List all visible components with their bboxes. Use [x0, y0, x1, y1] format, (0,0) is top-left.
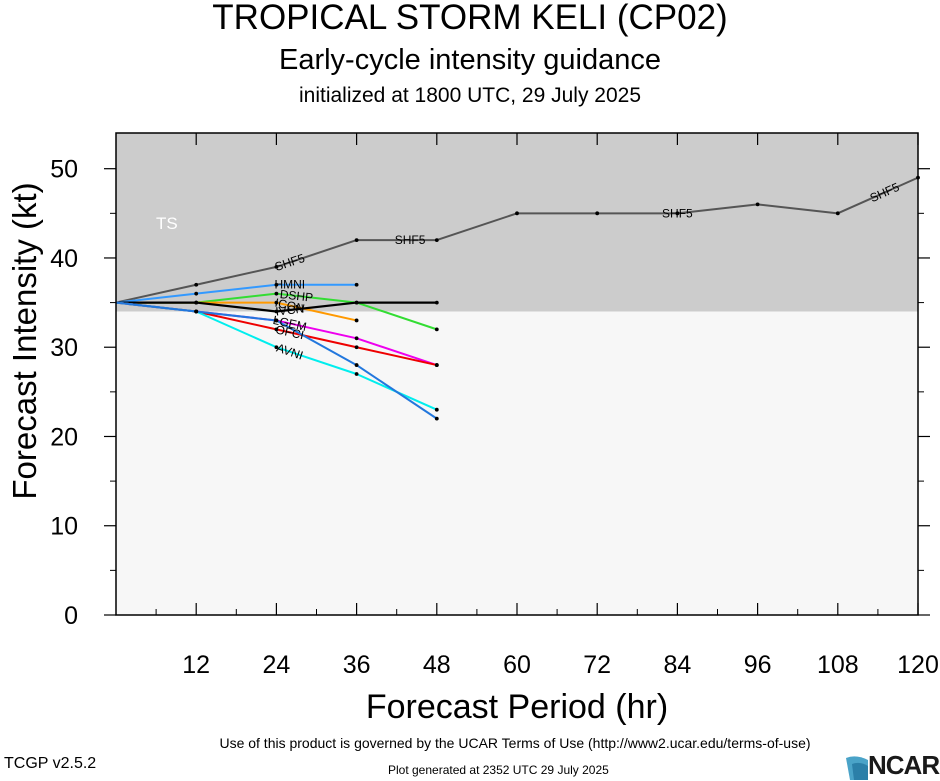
x-tick-label: 72 — [583, 651, 611, 679]
y-tick-label: 50 — [50, 156, 78, 184]
plot-frame — [115, 132, 919, 616]
chart-title: TROPICAL STORM KELI (CP02) — [212, 0, 728, 37]
band-label-ts: TS — [156, 214, 178, 233]
y-tick-label: 0 — [64, 602, 78, 630]
band-ts — [116, 133, 918, 312]
data-point-hmni — [274, 282, 279, 287]
intensity-bands: TS — [116, 133, 918, 615]
axis-tick-labels: 12 24 36 48 60 72 84 96 108 120 0 10 20 30 40 50 — [50, 156, 939, 679]
x-tick-label: 12 — [182, 651, 210, 679]
x-tick-label: 96 — [744, 651, 772, 679]
data-point-hmni — [354, 282, 359, 287]
series-label-text: IVCN — [275, 301, 305, 318]
data-point-hmni — [194, 291, 199, 296]
series-label-text: SHF5 — [662, 206, 693, 220]
series-label-dshp: DSHP — [279, 287, 314, 305]
data-point-lgem — [354, 336, 359, 341]
data-point-ivcn — [354, 300, 359, 305]
data-point-avni — [354, 372, 359, 376]
y-tick-label: 40 — [50, 245, 78, 273]
x-tick-label: 108 — [817, 651, 859, 679]
series-label-ofci: OFCI — [274, 322, 305, 342]
series-label-text: DSHP — [279, 287, 314, 305]
x-tick-label: 48 — [423, 651, 451, 679]
data-point-avni — [274, 345, 279, 350]
series-label-text: ICON — [274, 295, 306, 315]
chart-subtitle: Early-cycle intensity guidance — [278, 44, 661, 76]
data-point-ofci — [274, 327, 279, 332]
data-point-dshp — [274, 291, 279, 296]
data-point-shf5 — [274, 264, 279, 269]
data-point-dshp — [434, 327, 439, 332]
series-line-hmni — [115, 283, 357, 304]
data-point-ivcn — [274, 309, 279, 314]
data-point-hfsi — [434, 416, 439, 421]
series-label-text: SHF5 — [395, 233, 426, 247]
x-tick-label: 84 — [663, 651, 691, 679]
x-tick-label: 60 — [503, 651, 531, 679]
data-point-ivcn — [194, 300, 199, 305]
data-point-ofci — [434, 363, 439, 367]
version-label: TCGP v2.5.2 — [4, 755, 97, 772]
x-tick-label: 36 — [343, 651, 371, 679]
data-point-hfsi — [274, 318, 279, 323]
data-point-shf5 — [194, 282, 199, 287]
x-tick-label: 24 — [262, 651, 290, 679]
series-label-text: HMNI — [274, 278, 305, 292]
data-point-shf5 — [675, 211, 680, 216]
x-tick-label: 120 — [897, 651, 939, 679]
band-below-ts — [116, 311, 918, 615]
terms-of-use-notice: Use of this product is governed by the U… — [219, 735, 811, 751]
y-tick-label: 20 — [50, 423, 78, 451]
series-points — [194, 175, 920, 421]
data-point-shf5 — [515, 211, 519, 216]
data-point-hfsi — [354, 363, 359, 367]
y-tick-label: 30 — [50, 334, 78, 362]
y-tick-label: 10 — [50, 513, 78, 541]
data-point-shf5 — [434, 238, 439, 243]
ncar-logo-icon — [846, 756, 868, 780]
data-point-icon — [354, 318, 359, 323]
data-point-hfsi — [194, 309, 199, 314]
data-point-shf5 — [835, 211, 840, 216]
data-point-icon — [274, 300, 279, 305]
axis-ticks — [104, 133, 930, 616]
y-axis-label: Forecast Intensity (kt) — [6, 182, 43, 499]
series-label-hmni: HMNI — [274, 278, 305, 292]
series-label-ivcn: IVCN — [275, 301, 305, 318]
plot-generated-time: Plot generated at 2352 UTC 29 July 2025 — [388, 763, 609, 777]
series-label-shf5: SHF5 — [662, 206, 693, 220]
data-point-avni — [434, 407, 439, 412]
x-axis-label: Forecast Period (hr) — [366, 688, 668, 726]
data-point-shf5 — [354, 238, 359, 243]
series-label-shf5: SHF5 — [395, 233, 426, 247]
series-label-text: OFCI — [274, 322, 305, 342]
data-point-shf5 — [755, 202, 760, 207]
data-point-ivcn — [434, 300, 439, 305]
initialization-time: initialized at 1800 UTC, 29 July 2025 — [298, 84, 642, 107]
data-point-shf5 — [595, 211, 600, 216]
series-label-icon: ICON — [274, 295, 306, 315]
data-point-ofci — [354, 345, 359, 350]
ncar-logo-text: NCAR — [868, 750, 940, 780]
